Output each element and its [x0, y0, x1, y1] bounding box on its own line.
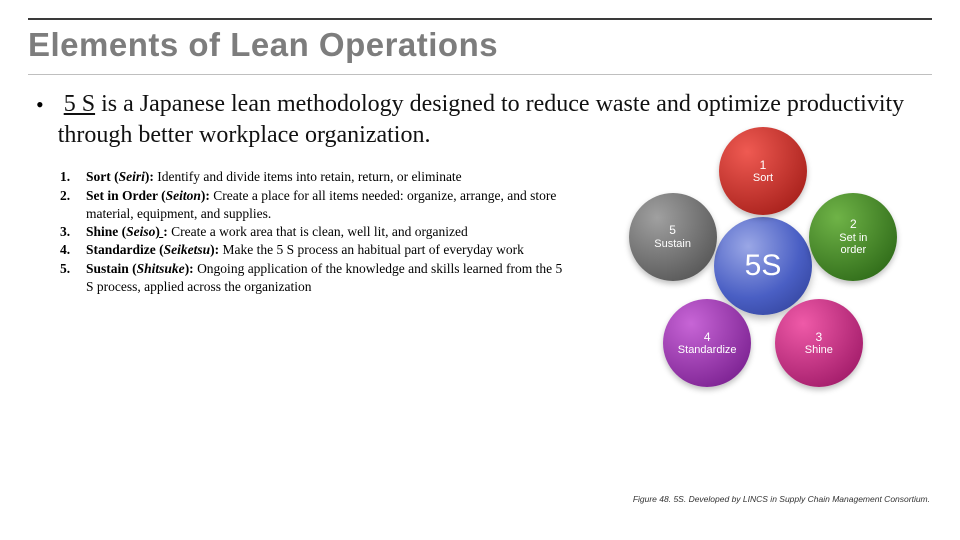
- intro-lead: 5 S: [64, 91, 95, 117]
- slide-title: Elements of Lean Operations: [28, 26, 932, 64]
- list-item: 1.Sort (Seiri): Identify and divide item…: [60, 168, 573, 186]
- diagram-column: 5S 1Sort2Set in order3Shine4Standardize5…: [583, 168, 928, 428]
- petal-number: 2: [850, 218, 857, 231]
- five-s-diagram: 5S 1Sort2Set in order3Shine4Standardize5…: [603, 106, 923, 426]
- list-item: 2.Set in Order (Seiton): Create a place …: [60, 187, 573, 223]
- figure-caption: Figure 48. 5S. Developed by LINCS in Sup…: [633, 494, 930, 504]
- petal-label: Standardize: [678, 344, 737, 356]
- diagram-petal: 1Sort: [719, 127, 807, 215]
- definitions-column: 1.Sort (Seiri): Identify and divide item…: [28, 168, 583, 428]
- list-item: 5.Sustain (Shitsuke): Ongoing applicatio…: [60, 260, 573, 296]
- content-row: 1.Sort (Seiri): Identify and divide item…: [28, 168, 932, 428]
- diagram-petal: 3Shine: [775, 299, 863, 387]
- title-rule-top: [28, 18, 932, 20]
- petal-number: 1: [760, 159, 767, 172]
- list-item-body: Standardize (Seiketsu): Make the 5 S pro…: [86, 241, 573, 259]
- slide: Elements of Lean Operations • 5 S is a J…: [0, 0, 960, 540]
- petal-label: Sustain: [654, 238, 691, 250]
- list-item-body: Sort (Seiri): Identify and divide items …: [86, 168, 573, 186]
- list-item-number: 5.: [60, 260, 86, 296]
- diagram-petal: 5Sustain: [629, 193, 717, 281]
- petal-label: Set in order: [839, 232, 867, 256]
- list-item-number: 3.: [60, 223, 86, 241]
- diagram-petal: 2Set in order: [809, 193, 897, 281]
- list-item-number: 2.: [60, 187, 86, 223]
- petal-number: 5: [669, 224, 676, 237]
- list-item-body: Sustain (Shitsuke): Ongoing application …: [86, 260, 573, 296]
- diagram-center-label: 5S: [745, 249, 782, 283]
- title-rule-bottom: [28, 74, 932, 75]
- list-item: 3.Shine (Seiso) : Create a work area tha…: [60, 223, 573, 241]
- list-item-body: Set in Order (Seiton): Create a place fo…: [86, 187, 573, 223]
- petal-label: Shine: [805, 344, 833, 356]
- list-item: 4.Standardize (Seiketsu): Make the 5 S p…: [60, 241, 573, 259]
- petal-label: Sort: [753, 172, 773, 184]
- definitions-list: 1.Sort (Seiri): Identify and divide item…: [60, 168, 573, 296]
- petal-number: 3: [815, 331, 822, 344]
- list-item-number: 1.: [60, 168, 86, 186]
- list-item-number: 4.: [60, 241, 86, 259]
- petal-number: 4: [704, 331, 711, 344]
- diagram-petal: 4Standardize: [663, 299, 751, 387]
- list-item-body: Shine (Seiso) : Create a work area that …: [86, 223, 573, 241]
- bullet-dot-icon: •: [36, 91, 44, 119]
- diagram-center: 5S: [714, 217, 812, 315]
